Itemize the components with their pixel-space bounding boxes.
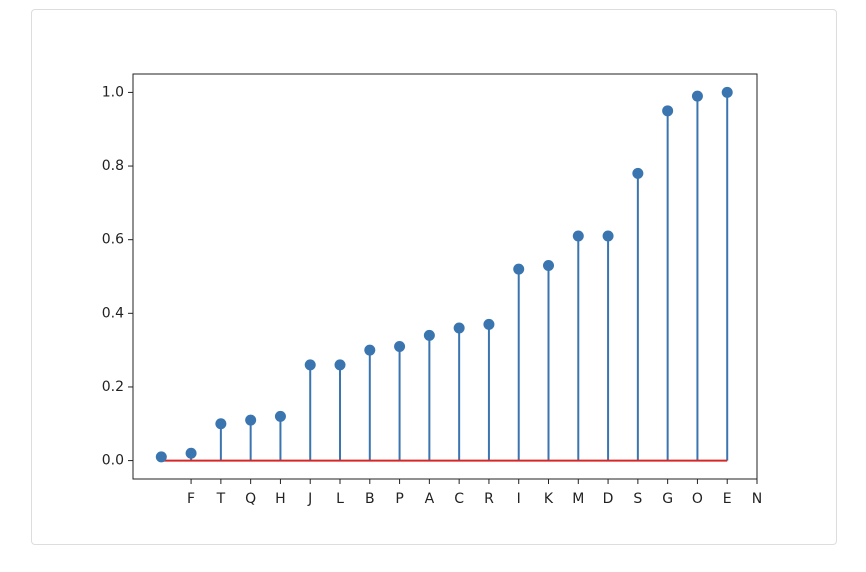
- x-tick-label: E: [723, 491, 732, 507]
- stem-marker: [453, 322, 465, 334]
- stem-marker: [155, 451, 167, 463]
- stem-marker: [334, 359, 346, 371]
- stem-marker: [602, 230, 614, 242]
- stem-marker: [304, 359, 316, 371]
- x-tick-label: T: [216, 491, 226, 507]
- x-tick-label: P: [395, 491, 403, 507]
- stem-marker: [572, 230, 584, 242]
- card: [31, 9, 837, 545]
- x-tick-label: D: [603, 491, 614, 507]
- x-tick-label: O: [692, 491, 703, 507]
- stem-marker: [245, 414, 257, 426]
- x-tick-label: A: [425, 491, 435, 507]
- stem-marker: [394, 340, 406, 352]
- x-tick-label: I: [517, 491, 521, 507]
- x-tick-label: J: [307, 491, 312, 507]
- stem-marker: [513, 263, 525, 275]
- stem-marker: [691, 90, 703, 102]
- x-tick-label: L: [336, 491, 344, 507]
- y-tick-label: 0.0: [102, 453, 124, 469]
- y-tick-label: 0.8: [102, 158, 124, 174]
- stem-marker: [483, 318, 495, 330]
- y-tick-label: 0.2: [102, 379, 124, 395]
- stem-marker: [632, 167, 644, 179]
- x-tick-label: K: [544, 491, 554, 507]
- stem-marker: [364, 344, 376, 356]
- stem-marker: [423, 329, 435, 341]
- y-tick-label: 1.0: [102, 84, 124, 100]
- x-tick-label: G: [662, 491, 673, 507]
- x-tick-label: H: [275, 491, 286, 507]
- x-tick-label: B: [365, 491, 375, 507]
- stem-marker: [543, 259, 555, 271]
- x-tick-label: N: [752, 491, 762, 507]
- stem-marker: [721, 86, 733, 98]
- stem-marker: [662, 105, 674, 117]
- x-tick-label: M: [572, 491, 584, 507]
- x-tick-label: F: [187, 491, 195, 507]
- stem-marker: [185, 447, 197, 459]
- stem-marker: [215, 418, 227, 430]
- x-tick-label: S: [633, 491, 642, 507]
- y-tick-label: 0.6: [102, 232, 124, 248]
- stem-marker: [274, 410, 286, 422]
- x-tick-label: Q: [245, 491, 256, 507]
- y-tick-label: 0.4: [102, 305, 124, 321]
- plot-frame: [132, 73, 758, 480]
- x-tick-label: C: [454, 491, 464, 507]
- x-tick-label: R: [484, 491, 494, 507]
